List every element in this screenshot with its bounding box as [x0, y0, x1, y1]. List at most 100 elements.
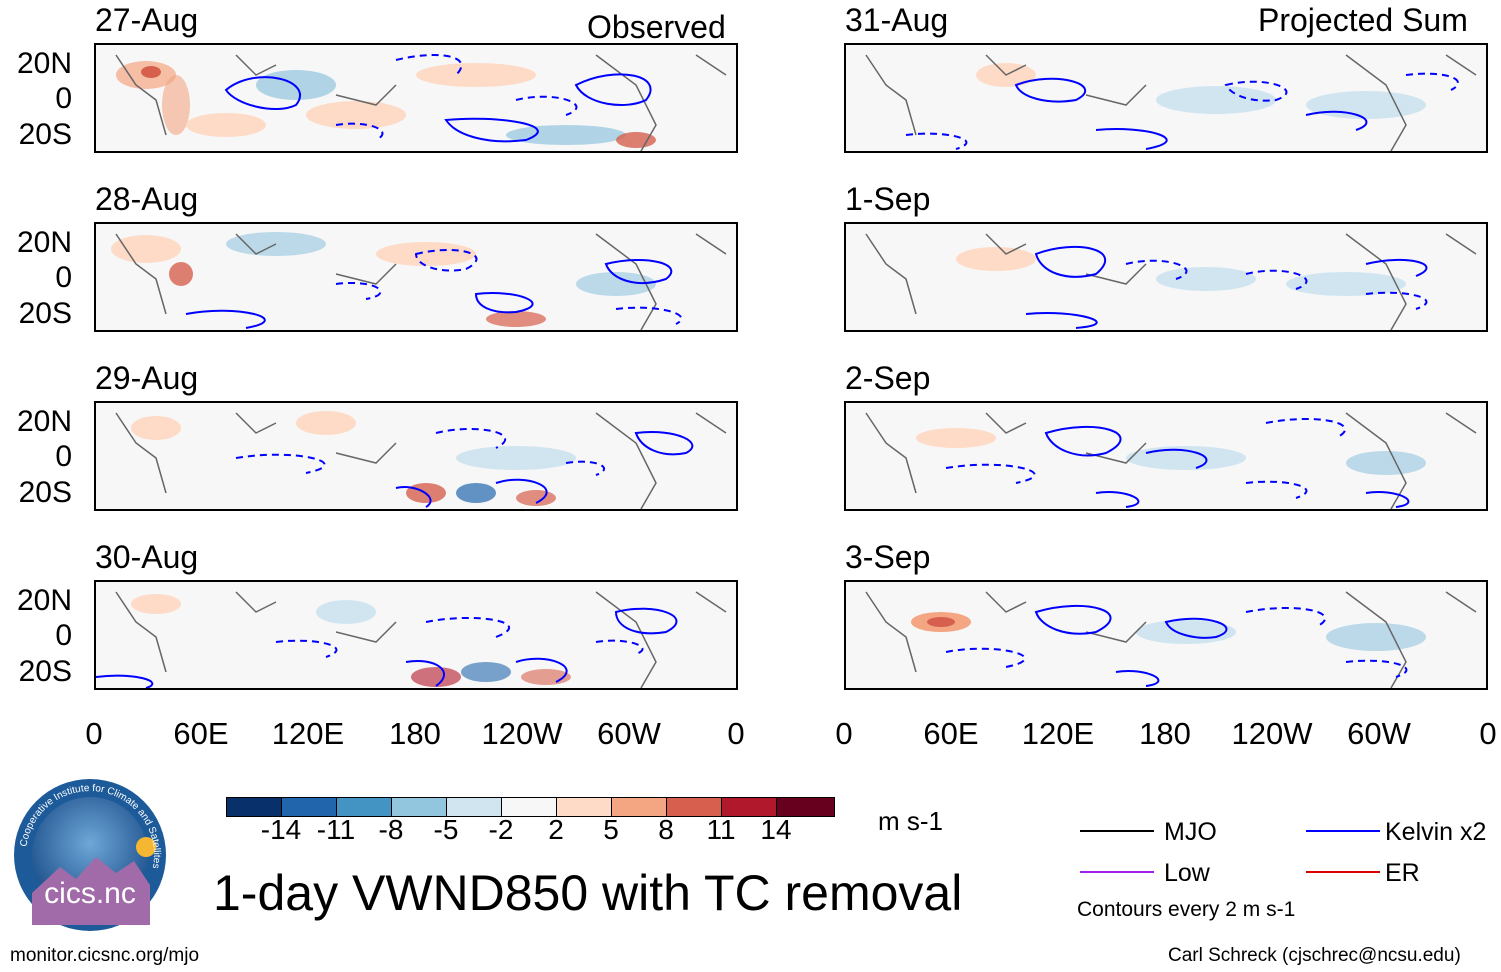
cbar-tick-label: -5: [433, 814, 459, 845]
map-panel-observed-2: [94, 222, 738, 332]
date-label-2-sep: 2-Sep: [845, 360, 931, 396]
lon-label-left-180: 180: [389, 716, 441, 751]
panel-art: [865, 54, 1477, 151]
anomaly-blob: [141, 66, 161, 78]
legend-label-er: ER: [1385, 859, 1420, 887]
lat-label-20n: 20N: [16, 584, 72, 617]
anomaly-blob: [1156, 267, 1256, 291]
lat-label-20s: 20S: [18, 118, 72, 151]
anomaly-blob: [316, 600, 376, 624]
lat-label-20s: 20S: [18, 476, 72, 509]
lon-label-right-60w: 60W: [1347, 716, 1411, 751]
contour-kelvin: [185, 258, 673, 329]
map-panel-observed-1: [94, 43, 738, 153]
lon-label-left-120e: 120E: [271, 716, 345, 751]
contour-kelvin: [1014, 77, 1368, 150]
lat-label-eq: 0: [55, 440, 72, 473]
anomaly-blob: [411, 667, 461, 687]
panel-art: [115, 54, 727, 151]
cbar-tick-label: -14: [260, 814, 302, 845]
lon-label-right-0: 0: [835, 716, 853, 751]
source-url: monitor.cicsnc.org/mjo: [10, 945, 200, 966]
date-label-3-sep: 3-Sep: [845, 539, 931, 575]
contour-kelvin-negative: [235, 428, 605, 476]
map-panel-projected-1: [844, 43, 1488, 153]
legend-line-er: [1306, 871, 1380, 873]
date-label-27-aug: 27-Aug: [95, 2, 199, 38]
contour-kelvin-negative: [945, 418, 1346, 499]
anomaly-blob: [486, 311, 546, 327]
cbar-tick-label: 8: [658, 814, 674, 845]
contour-kelvin: [96, 607, 678, 688]
legend-label-low: Low: [1164, 859, 1210, 887]
lon-label-right-0-end: 0: [1479, 716, 1497, 751]
cicsnc-logo: Cooperative Institute for Climate and Sa…: [10, 775, 170, 935]
anomaly-blob: [416, 63, 536, 87]
contour-kelvin: [395, 431, 694, 508]
lon-label-right-60e: 60E: [923, 716, 979, 751]
lat-label-20n: 20N: [16, 405, 72, 438]
contour-kelvin-negative: [1125, 259, 1428, 310]
contour-kelvin-negative: [945, 607, 1408, 678]
cbar-tick-label: -2: [488, 814, 514, 845]
legend-line-low: [1080, 871, 1154, 873]
coastline: [115, 233, 727, 330]
legend-label-mjo: MJO: [1164, 818, 1217, 846]
anomaly-blob: [296, 411, 356, 435]
panel-art: [865, 233, 1477, 330]
lat-label-eq: 0: [55, 82, 72, 115]
anomaly-blob: [1156, 86, 1276, 114]
contour-kelvin: [224, 73, 652, 143]
logo-art: Cooperative Institute for Climate and Sa…: [14, 779, 166, 931]
lon-label-left-60e: 60E: [173, 716, 229, 751]
contour-kelvin-negative: [335, 54, 578, 141]
coastline: [865, 54, 1477, 151]
anomaly-blob: [169, 262, 193, 286]
anomaly-blob: [131, 416, 181, 440]
cbar-tick-label: 5: [603, 814, 619, 845]
cbar-tick-label: -8: [378, 814, 404, 845]
lon-label-right-180: 180: [1139, 716, 1191, 751]
cbar-tick-label: 2: [548, 814, 564, 845]
anomaly-blob: [506, 125, 626, 145]
coastline: [865, 591, 1477, 688]
observed-title: Observed: [587, 9, 726, 45]
lat-label-20n: 20N: [16, 226, 72, 259]
main-title: 1-day VWND850 with TC removal: [213, 865, 963, 921]
contour-kelvin-negative: [905, 72, 1459, 150]
anomaly-blob: [256, 70, 336, 100]
anomaly-blob: [616, 132, 656, 148]
anomaly-blob: [162, 75, 190, 135]
anomaly-blob: [1326, 623, 1426, 651]
lon-label-right-120e: 120E: [1021, 716, 1095, 751]
anomaly-blob: [186, 113, 266, 137]
anomaly-blob: [111, 235, 181, 263]
anomaly-blob: [376, 242, 476, 266]
map-panel-projected-3: [844, 401, 1488, 511]
anomaly-blob: [956, 247, 1036, 271]
anomaly-blob: [306, 101, 406, 129]
coastline: [865, 233, 1477, 330]
anomaly-blob: [916, 428, 996, 448]
lat-label-eq: 0: [55, 261, 72, 294]
legend-line-kelvin: [1306, 830, 1380, 832]
coastline: [115, 54, 727, 151]
lat-label-eq: 0: [55, 619, 72, 652]
logo-text: cics.nc: [44, 877, 136, 910]
anomaly-blob: [461, 662, 511, 682]
map-panel-observed-4: [94, 580, 738, 690]
lat-label-20s: 20S: [18, 297, 72, 330]
cbar-tick-label: 11: [706, 814, 736, 845]
anomaly-blob: [1126, 446, 1246, 470]
contour-kelvin-negative: [335, 248, 683, 325]
coastline: [865, 412, 1477, 509]
date-label-28-aug: 28-Aug: [95, 181, 199, 217]
panel-art: [96, 591, 727, 688]
cbar-tick-label: -11: [316, 814, 356, 845]
legend-line-mjo: [1080, 830, 1154, 832]
anomaly-blob: [1346, 451, 1426, 475]
date-label-1-sep: 1-Sep: [845, 181, 931, 217]
projected-title: Projected Sum: [1258, 2, 1468, 38]
credit: Carl Schreck (cjschrec@ncsu.edu): [1168, 945, 1461, 966]
anomaly-blob: [456, 446, 576, 470]
